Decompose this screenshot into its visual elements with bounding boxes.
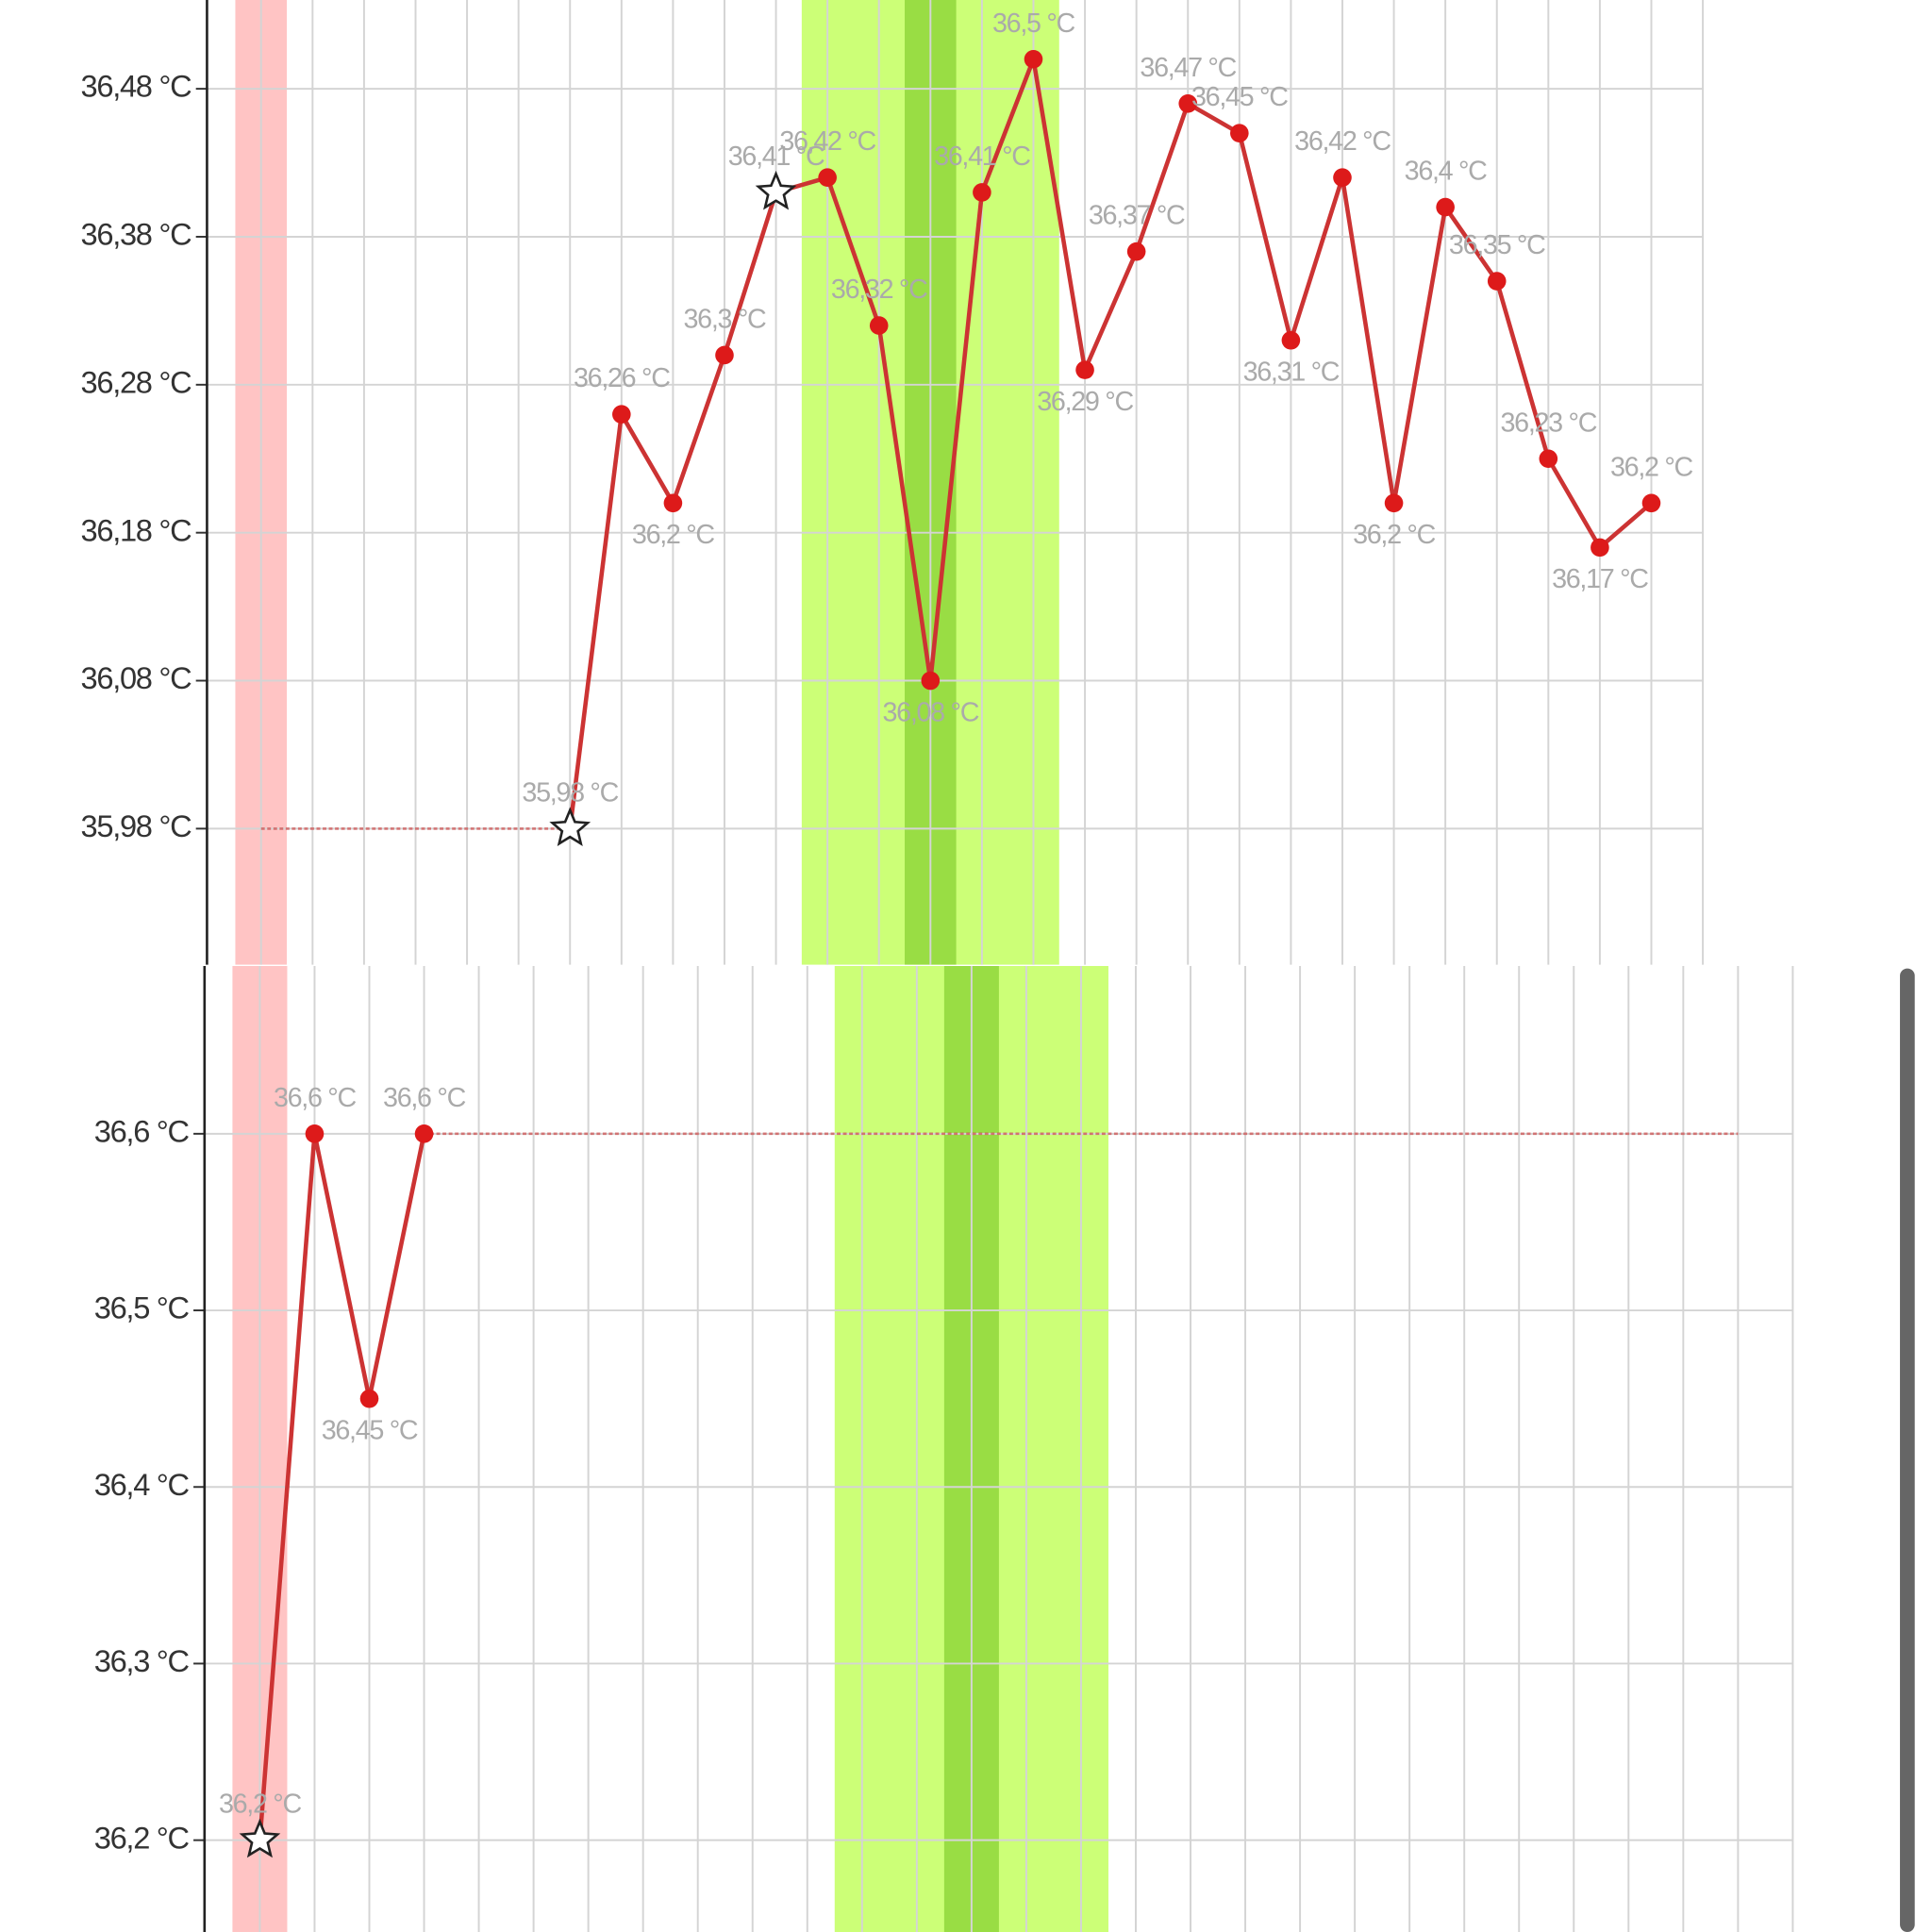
value-label: 36,6 °C <box>383 1083 466 1113</box>
point <box>715 345 734 365</box>
y-tick-label: 36,28 °C <box>81 364 192 399</box>
temperature-line <box>567 57 1653 829</box>
point <box>1075 360 1094 379</box>
y-tick-label: 36,38 °C <box>81 217 192 252</box>
point <box>1178 94 1198 113</box>
value-label: 36,2 °C <box>632 520 715 550</box>
point <box>1539 449 1558 469</box>
point <box>1230 124 1249 142</box>
value-label: 36,35 °C <box>1449 230 1545 260</box>
value-label: 36,41 °C <box>934 142 1030 172</box>
point <box>1436 197 1455 217</box>
y-tick-label: 36,4 °C <box>94 1467 190 1502</box>
star-marker <box>239 1818 281 1858</box>
value-label: 36,4 °C <box>1405 157 1488 187</box>
value-label: 36,41 °C <box>728 142 824 172</box>
value-label: 36,32 °C <box>831 275 927 305</box>
value-label: 36,42 °C <box>779 126 875 157</box>
point <box>1126 242 1146 261</box>
value-label: 36,45 °C <box>1191 82 1288 112</box>
value-label: 36,2 °C <box>1353 520 1436 550</box>
point <box>359 1389 379 1408</box>
value-label: 35,98 °C <box>522 777 618 808</box>
point <box>1384 493 1404 513</box>
point <box>1333 168 1352 188</box>
value-label: 36,29 °C <box>1037 387 1133 417</box>
point <box>1281 330 1301 350</box>
value-label: 36,5 °C <box>992 8 1075 39</box>
point <box>305 1124 325 1143</box>
temperature-line <box>258 1131 426 1840</box>
y-tick-label: 36,2 °C <box>94 1820 190 1855</box>
star-marker <box>755 170 797 210</box>
point <box>921 671 941 691</box>
chart-top: 35,98 °C 36,08 °C 36,18 °C 36,28 °C 36,38 °C… <box>81 0 1705 965</box>
point <box>1487 272 1507 291</box>
value-label: 36,2 °C <box>1610 452 1693 482</box>
value-label: 36,45 °C <box>322 1416 418 1446</box>
value-label: 36,37 °C <box>1089 201 1185 231</box>
value-label: 36,17 °C <box>1552 564 1648 594</box>
point <box>414 1124 434 1143</box>
point <box>612 405 631 424</box>
point <box>973 183 991 202</box>
value-label: 36,47 °C <box>1140 53 1236 83</box>
point <box>1591 538 1609 558</box>
y-tick-label: 36,6 °C <box>94 1113 190 1148</box>
y-tick-label: 36,3 °C <box>94 1643 190 1678</box>
point <box>1024 49 1043 69</box>
y-tick-label: 36,5 °C <box>94 1291 190 1325</box>
value-label: 36,31 °C <box>1243 358 1340 388</box>
value-label: 36,3 °C <box>684 304 767 334</box>
point <box>1641 493 1661 513</box>
value-label: 36,2 °C <box>219 1790 302 1820</box>
scrollbar[interactable] <box>1900 968 1915 1932</box>
value-label: 36,42 °C <box>1294 126 1391 157</box>
chart-bottom: 36,2 °C 36,3 °C 36,4 °C 36,5 °C 36,6 °C 36,2 … <box>94 965 1794 1932</box>
y-tick-label: 36,08 °C <box>81 660 192 695</box>
y-tick-label: 36,18 °C <box>81 512 192 547</box>
y-tick-label: 36,48 °C <box>81 69 192 104</box>
value-label: 36,23 °C <box>1501 408 1597 438</box>
y-tick-label: 35,98 °C <box>81 808 192 843</box>
value-label: 36,08 °C <box>883 697 979 727</box>
point <box>663 493 683 513</box>
value-label: 36,26 °C <box>574 363 670 393</box>
value-label: 36,6 °C <box>274 1083 357 1113</box>
point <box>869 316 889 335</box>
star-marker <box>549 807 591 846</box>
point <box>818 168 837 188</box>
